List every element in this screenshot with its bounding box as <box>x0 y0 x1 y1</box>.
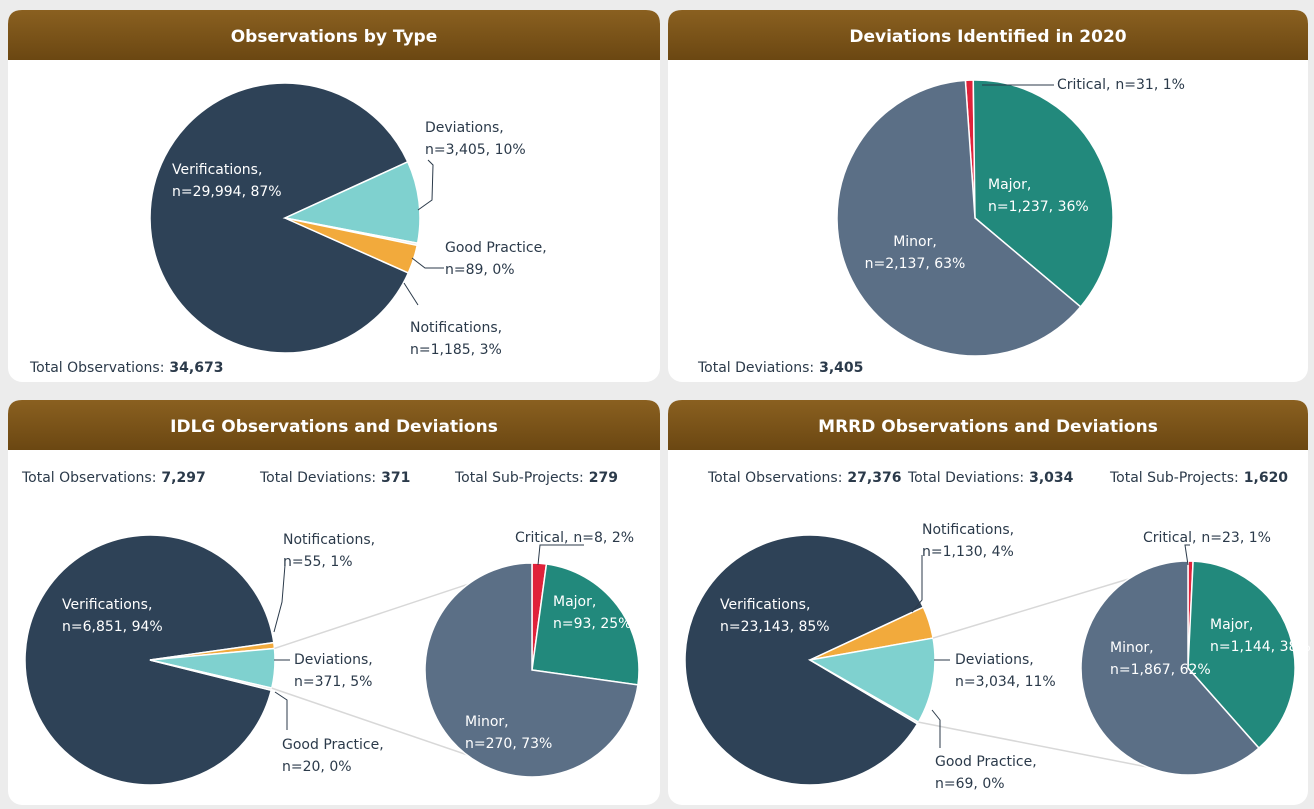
panel-title: MRRD Observations and Deviations <box>818 417 1158 437</box>
pie-slice <box>807 637 936 724</box>
slice-category: Deviations, <box>294 652 373 668</box>
leader-line <box>1184 544 1190 566</box>
slice-value-label: n=1,144, 38% <box>1210 639 1311 655</box>
slice-category: Major, <box>553 594 596 610</box>
pie-slice <box>149 82 410 354</box>
pie-slice <box>282 160 421 245</box>
slice-category: Good Practice, <box>935 754 1037 770</box>
total-value: 34,673 <box>169 360 223 376</box>
total-value: 27,376 <box>847 470 901 486</box>
slice-value-label: n=6,851, 94% <box>62 619 163 635</box>
slice-value-label: n=89, 0% <box>445 262 515 278</box>
slice-value-label: n=1,867, 62% <box>1110 662 1211 678</box>
slice-value-label: n=270, 73% <box>465 736 552 752</box>
slice-category: Minor, <box>1110 640 1154 656</box>
pie-slice <box>424 562 639 778</box>
panel-header <box>668 400 1308 450</box>
panel-header <box>8 10 660 60</box>
slice-category: Minor, <box>465 714 509 730</box>
panel-title: IDLG Observations and Deviations <box>170 417 498 437</box>
leader-line <box>273 564 286 633</box>
slice-value-label: n=3,405, 10% <box>425 142 526 158</box>
total-value: 279 <box>589 470 618 486</box>
pie-slice <box>1187 560 1296 750</box>
leader-line <box>411 257 444 269</box>
pie-slice <box>836 79 1082 357</box>
total-label: Total Observations: <box>707 470 842 486</box>
slice-category: Deviations, <box>955 652 1034 668</box>
total-label: Total Sub-Projects: <box>1109 470 1239 486</box>
slice-category: Major, <box>1210 617 1253 633</box>
slice-category: Critical, <box>1057 77 1110 93</box>
slice-category: Deviations, <box>425 120 504 136</box>
leader-line <box>931 709 941 748</box>
slice-value-label: n=23, 1% <box>1201 530 1271 546</box>
slice-category: Verifications, <box>62 597 152 613</box>
slice-value-label: n=1,130, 4% <box>922 544 1014 560</box>
pie-slice <box>1080 560 1260 776</box>
slice-value-label: n=69, 0% <box>935 776 1005 792</box>
slice-value-label: n=20, 0% <box>282 759 352 775</box>
slice-value-label: n=31, 1% <box>1115 77 1185 93</box>
slice-value-label: n=55, 1% <box>283 554 353 570</box>
panel-header <box>668 10 1308 60</box>
slice-category: Major, <box>988 177 1031 193</box>
leader-line <box>403 282 419 306</box>
slice-value-label: n=371, 5% <box>294 674 372 690</box>
slice-value-label: n=29,994, 87% <box>172 184 282 200</box>
connector-line <box>918 721 1189 776</box>
slice-value-label: n=93, 25% <box>553 616 631 632</box>
panel-title: Observations by Type <box>231 27 438 47</box>
slice-category: Notifications, <box>283 532 375 548</box>
slice-category: Critical, <box>1143 530 1196 546</box>
slice-value-label: n=2,137, 63% <box>865 256 966 272</box>
slice-value-label: n=23,143, 85% <box>720 619 830 635</box>
slice-category: Good Practice, <box>282 737 384 753</box>
pie-slice <box>24 534 275 786</box>
total-value: 1,620 <box>1244 470 1289 486</box>
total-label: Total Observations: <box>21 470 156 486</box>
total-label: Total Observations: <box>29 360 164 376</box>
panel-header <box>8 400 660 450</box>
leader-line <box>274 691 288 730</box>
leader-line <box>911 555 923 613</box>
total-value: 3,405 <box>819 360 863 376</box>
slice-category: Notifications, <box>922 522 1014 538</box>
pie-slice <box>531 563 640 686</box>
slice-category: Good Practice, <box>445 240 547 256</box>
slice-category: Notifications, <box>410 320 502 336</box>
pie-slice <box>684 534 925 786</box>
slice-value-label: n=8, 2% <box>573 530 634 546</box>
leader-line <box>537 544 584 566</box>
slice-category: Verifications, <box>172 162 262 178</box>
leader-line <box>417 159 434 211</box>
slice-value-label: n=3,034, 11% <box>955 674 1056 690</box>
total-value: 3,034 <box>1029 470 1074 486</box>
panel-title: Deviations Identified in 2020 <box>849 27 1126 47</box>
slice-category: Critical, <box>515 530 568 546</box>
total-label: Total Deviations: <box>907 470 1024 486</box>
total-label: Total Deviations: <box>697 360 814 376</box>
total-value: 7,297 <box>161 470 205 486</box>
slice-category: Verifications, <box>720 597 810 613</box>
slice-value-label: n=1,237, 36% <box>988 199 1089 215</box>
total-label: Total Deviations: <box>259 470 376 486</box>
slice-value-label: n=1,185, 3% <box>410 342 502 358</box>
slice-category: Minor, <box>893 234 937 250</box>
total-label: Total Sub-Projects: <box>454 470 584 486</box>
total-value: 371 <box>381 470 410 486</box>
